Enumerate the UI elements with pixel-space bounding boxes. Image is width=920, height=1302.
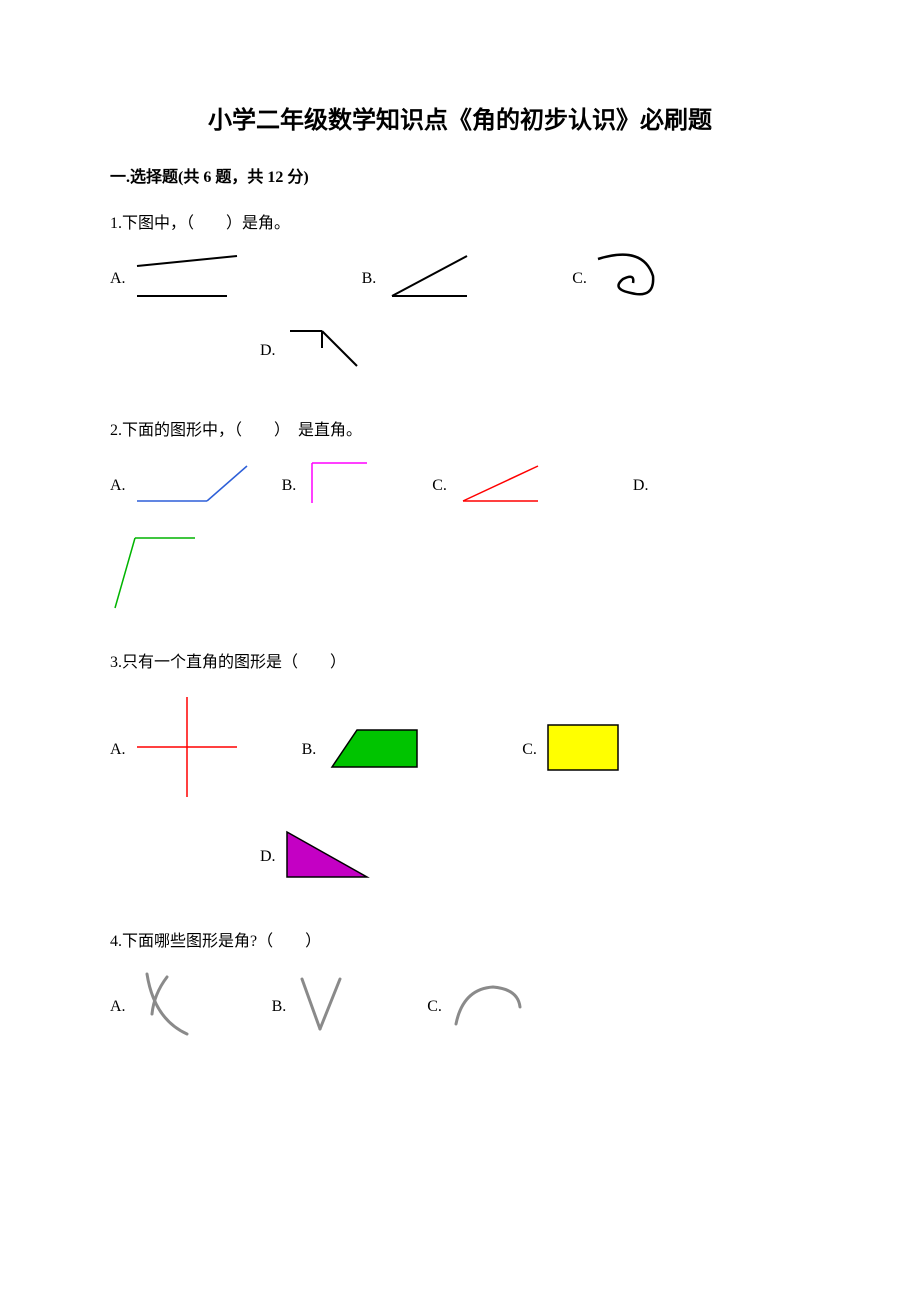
figure-obtuse-angle-green-icon [110,533,200,618]
option-B: B. [282,458,373,513]
option-C: C. [432,461,543,511]
section-heading: 一.选择题(共 6 题，共 12 分) [110,163,810,187]
option-D: D. [633,477,655,495]
option-label: C. [572,270,587,288]
option-label: C. [522,741,537,759]
options-row: A. B. C. [110,692,810,817]
option-C: C. [572,251,663,306]
option-label: D. [260,848,276,866]
option-B: B. [362,251,473,306]
options-row: D. [110,326,810,386]
option-label: D. [260,342,276,360]
question-4: 4.下面哪些图形是角?（ ） A. B. [110,927,810,1054]
option-A: A. [110,251,242,306]
option-A: A. [110,969,202,1044]
question-1: 1.下图中，（ ）是角。 A. B. [110,209,810,386]
options-row: A. B. C. [110,969,810,1054]
question-3: 3.只有一个直角的图形是（ ） A. B. [110,648,810,897]
figure-broken-line-icon [282,326,362,376]
option-A: A. [110,461,252,511]
option-label: B. [282,477,297,495]
figure-obtuse-angle-icon [132,461,252,511]
options-row: D. [110,827,810,897]
figure-trapezoid-icon [322,722,422,777]
option-label: B. [362,270,377,288]
figure-right-triangle-icon [282,827,372,887]
question-text: 3.只有一个直角的图形是（ ） [110,648,810,672]
option-D: D. [260,326,362,376]
worksheet-page: 小学二年级数学知识点《角的初步认识》必刷题 一.选择题(共 6 题，共 12 分… [0,0,920,1144]
option-label: A. [110,477,126,495]
option-B: B. [272,974,348,1039]
option-C: C. [522,720,623,780]
question-text: 2.下面的图形中，（ ） 是直角。 [110,416,810,440]
question-2: 2.下面的图形中，（ ） 是直角。 A. B. [110,416,810,618]
option-A: A. [110,692,242,807]
options-row: A. B. C. [110,251,810,316]
option-label: C. [427,998,442,1016]
figure-cross-icon [132,692,242,807]
option-D: D. [260,827,372,887]
option-label: D. [633,477,649,495]
figure-arc-icon [448,979,528,1034]
option-label: B. [302,741,317,759]
option-label: A. [110,998,126,1016]
option-label: A. [110,270,126,288]
option-B: B. [302,722,423,777]
figure-acute-angle-icon [453,461,543,511]
question-text: 1.下图中，（ ）是角。 [110,209,810,233]
option-label: A. [110,741,126,759]
page-title: 小学二年级数学知识点《角的初步认识》必刷题 [110,100,810,135]
figure-v-angle-icon [292,974,347,1039]
option-label: B. [272,998,287,1016]
figure-spiral-icon [593,251,663,306]
figure-two-lines-icon [132,251,242,306]
figure-angle-icon [382,251,472,306]
question-text: 4.下面哪些图形是角?（ ） [110,927,810,951]
figure-right-angle-icon [302,458,372,513]
options-row [110,533,810,618]
option-label: C. [432,477,447,495]
figure-curves-icon [132,969,202,1044]
option-C: C. [427,979,528,1034]
options-row: A. B. C. [110,458,810,523]
figure-rectangle-icon [543,720,623,780]
